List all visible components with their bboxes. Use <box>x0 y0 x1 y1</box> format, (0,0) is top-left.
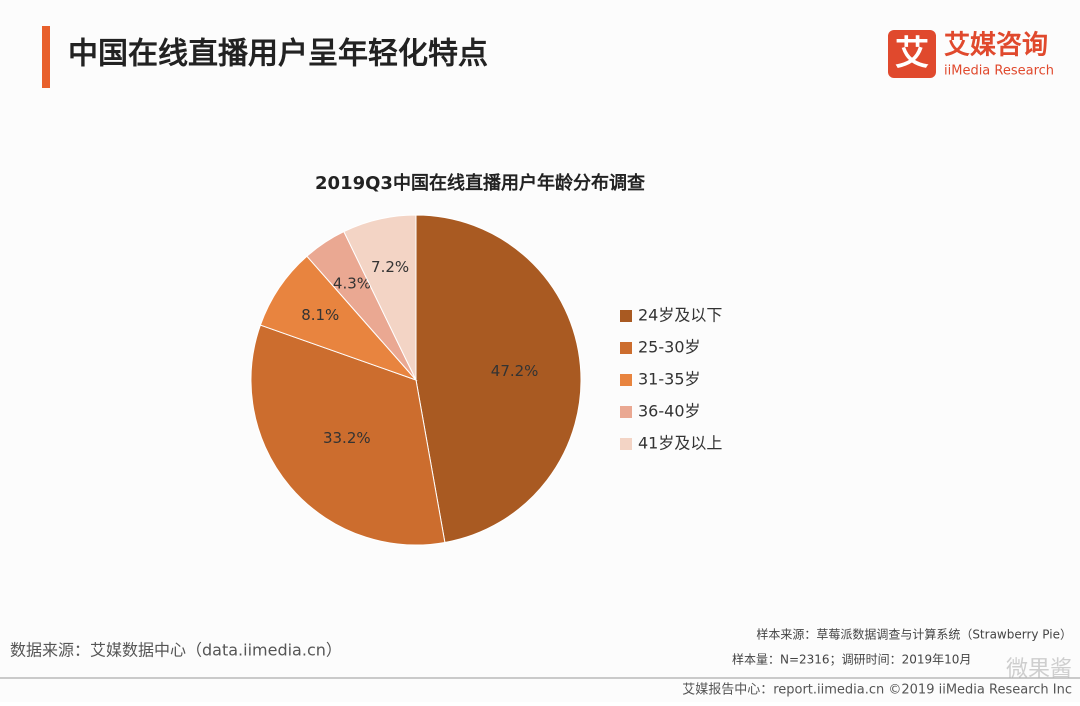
legend-label: 41岁及以上 <box>638 434 722 453</box>
pie-slice <box>415 214 582 544</box>
pie: 47.2% 33.2% 8.1% 4.3%7.2% <box>250 214 582 546</box>
legend-swatch <box>620 374 632 386</box>
source: 数据来源：艾媒数据中心（data.iimedia.cn） <box>10 641 342 660</box>
legend-label: 25-30岁 <box>638 338 701 357</box>
chart-title: 2019Q3中国在线直播用户年龄分布调查 <box>315 172 645 194</box>
sample-source: 样本来源：草莓派数据调查与计算系统（Strawberry Pie） <box>756 627 1072 642</box>
report-center: 艾媒报告中心：report.iimedia.cn ©2019 iiMedia R… <box>682 683 1072 698</box>
pie-slice <box>343 214 417 381</box>
value-label: 47.2% <box>491 362 539 380</box>
value-label: 8.1% <box>301 306 339 324</box>
watermark: 微果酱 <box>1006 657 1072 682</box>
page-title: 中国在线直播用户呈年轻化特点 <box>68 37 488 72</box>
logo-name: 艾媒咨询 <box>944 30 1048 61</box>
logo-box <box>888 30 936 78</box>
legend-swatch <box>620 310 632 322</box>
value-label: 4.3% <box>333 274 371 292</box>
legend-swatch <box>620 406 632 418</box>
value-label: 7.2% <box>371 258 409 276</box>
logo-sub: iiMedia Research <box>944 64 1054 79</box>
logo-mark: 艾 <box>895 34 929 74</box>
legend-swatch <box>620 438 632 450</box>
legend: 24岁及以下 25-30岁 31-35岁 36-40岁 41岁及以上 <box>620 306 722 453</box>
legend-label: 36-40岁 <box>638 402 701 421</box>
legend-label: 24岁及以下 <box>638 306 722 325</box>
value-label: 33.2% <box>323 429 371 447</box>
legend-swatch <box>620 342 632 354</box>
legend-label: 31-35岁 <box>638 370 701 389</box>
sample-size: 样本量：N=2316；调研时间：2019年10月 <box>732 652 971 667</box>
pie-slice <box>250 324 446 546</box>
title-bar <box>42 26 50 88</box>
